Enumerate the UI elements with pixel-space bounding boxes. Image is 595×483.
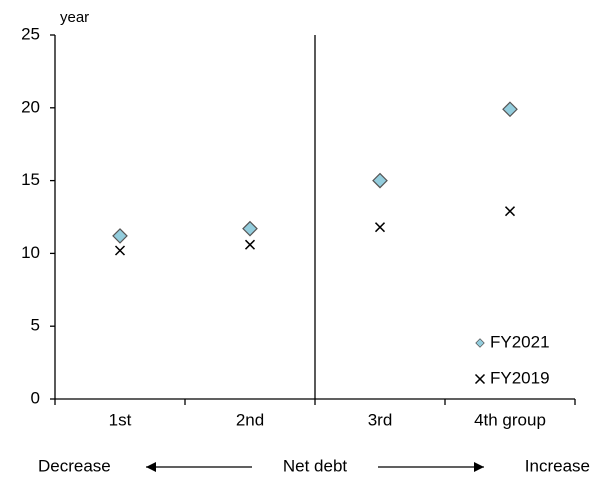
- annotation: Decrease: [38, 456, 111, 475]
- annotation: Increase: [525, 456, 590, 475]
- data-point: [244, 239, 256, 250]
- y-tick-label: 10: [21, 243, 40, 262]
- annotation: Net debt: [283, 456, 348, 475]
- data-point: [504, 206, 516, 217]
- data-point: [114, 245, 126, 256]
- data-point: [372, 172, 388, 189]
- y-tick-label: 0: [31, 388, 40, 407]
- data-point: [502, 101, 518, 118]
- arrow-head: [146, 462, 156, 472]
- y-tick-label: 20: [21, 97, 40, 116]
- y-tick-label: 15: [21, 170, 40, 189]
- y-tick-label: 5: [31, 316, 40, 335]
- x-tick-label: 3rd: [368, 410, 393, 429]
- x-tick-label: 2nd: [236, 410, 264, 429]
- y-tick-label: 25: [21, 24, 40, 43]
- data-point: [242, 220, 258, 237]
- y-axis-label: year: [60, 9, 89, 26]
- data-point: [112, 228, 128, 244]
- legend-marker: [474, 373, 486, 385]
- legend-label: FY2021: [490, 332, 550, 351]
- x-tick-label: 1st: [109, 410, 132, 429]
- data-point: [374, 222, 386, 233]
- legend-marker: [475, 338, 485, 348]
- legend-label: FY2019: [490, 368, 550, 387]
- x-tick-label: 4th group: [474, 410, 546, 429]
- arrow-head: [474, 462, 484, 472]
